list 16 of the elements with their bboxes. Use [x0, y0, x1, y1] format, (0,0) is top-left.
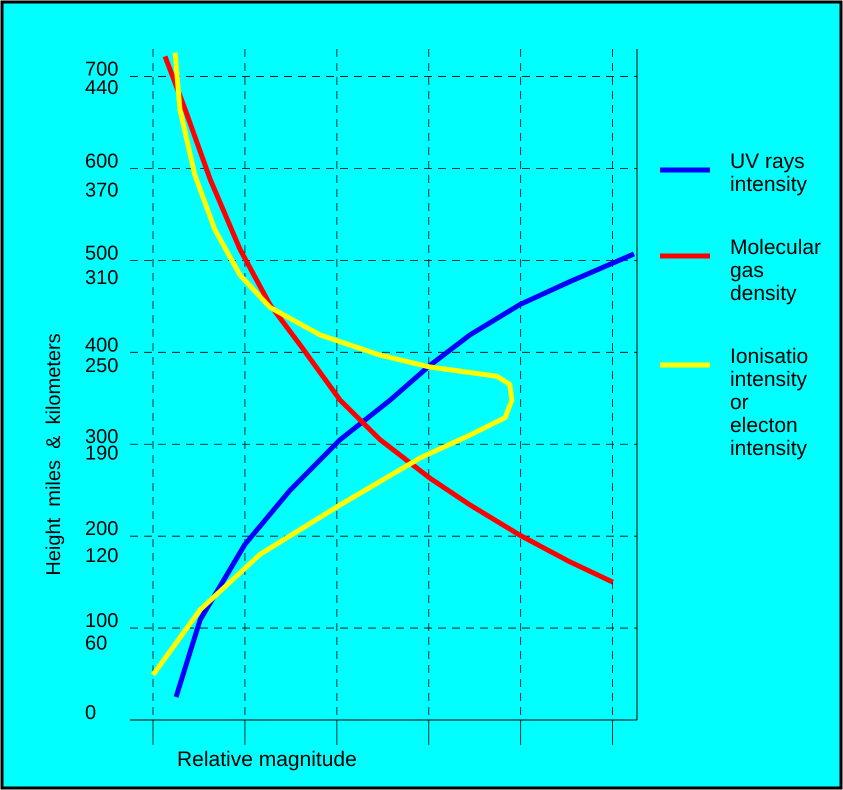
x-axis-title: Relative magnitude: [177, 748, 357, 771]
y2-tick-label: 60: [85, 632, 108, 655]
y-tick-label: 500: [85, 242, 118, 264]
y2-tick-label: 120: [85, 544, 118, 567]
y2-tick-label: 250: [85, 354, 118, 377]
y-tick-label: 600: [85, 150, 118, 172]
y-tick-label: 0: [85, 702, 96, 724]
y2-tick-label: 310: [85, 267, 118, 290]
y2-tick-label: 370: [85, 179, 118, 202]
y-tick-label: 200: [85, 518, 118, 540]
legend-label: Ionisatio intensity or electon intensity: [730, 345, 808, 460]
legend-label: Molecular gas density: [730, 236, 822, 305]
y2-axis-title: Height miles & kilometers: [43, 333, 65, 576]
y-tick-label: 400: [85, 334, 118, 356]
legend-label: UV rays intensity: [730, 150, 808, 196]
y-tick-label: 100: [85, 610, 118, 632]
